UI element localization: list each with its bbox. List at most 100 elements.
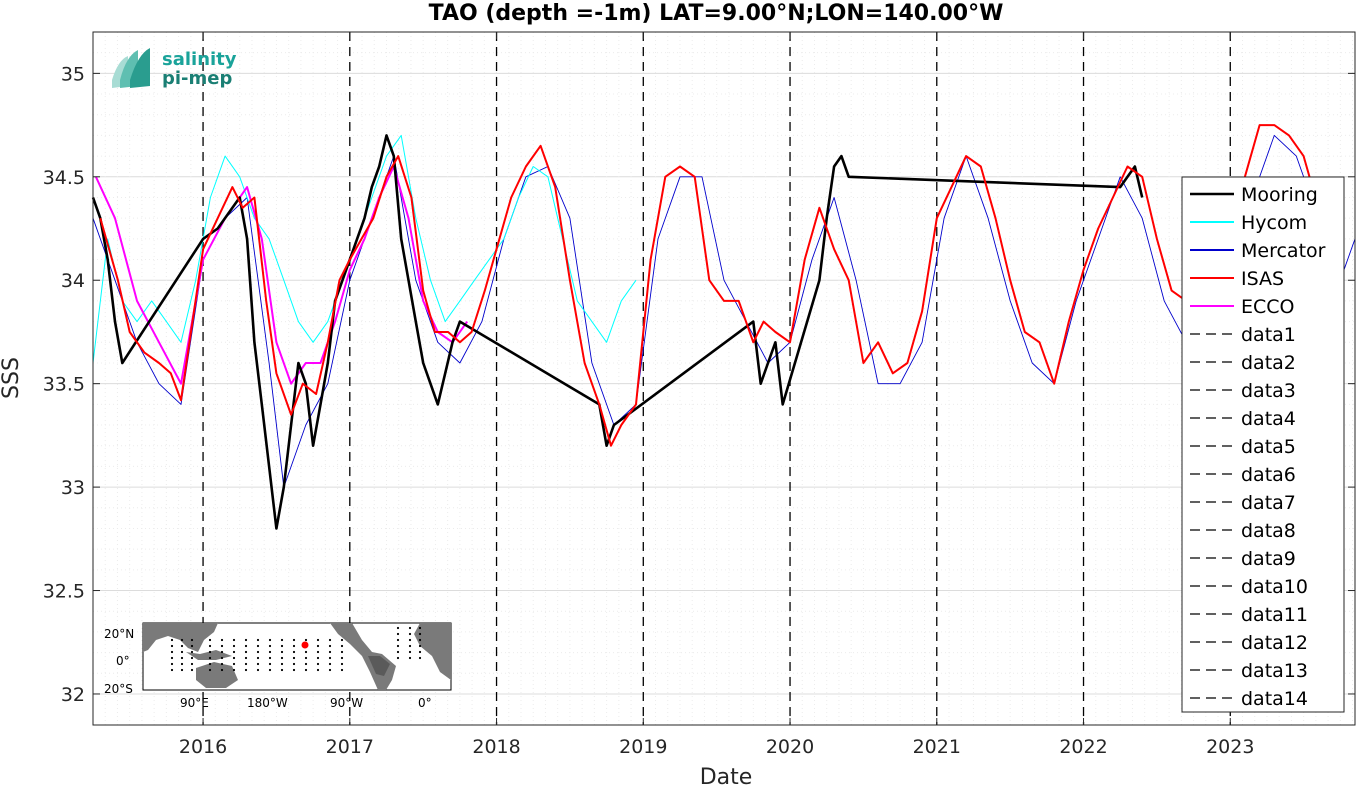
buoy-dot: [292, 668, 296, 672]
y-axis-title: SSS: [0, 357, 24, 399]
buoy-dot: [304, 662, 308, 666]
buoy-dot: [244, 668, 248, 672]
buoy-dot: [244, 644, 248, 648]
buoy-dot: [208, 668, 212, 672]
inset-map-land-asia: [143, 623, 218, 652]
buoy-dot: [180, 656, 184, 660]
buoy-dot: [316, 662, 320, 666]
buoy-dot: [268, 644, 272, 648]
map-lon-label: 90°W: [330, 696, 363, 710]
buoy-dot: [316, 656, 320, 660]
buoy-dot: [190, 644, 194, 648]
buoy-dot: [232, 656, 236, 660]
buoy-dot: [280, 656, 284, 660]
map-lat-label: 20°S: [104, 682, 133, 696]
logo-line2: pi-mep: [162, 68, 232, 89]
buoy-dot: [316, 644, 320, 648]
buoy-dot: [220, 662, 224, 666]
buoy-dot: [244, 656, 248, 660]
legend-label: data9: [1241, 548, 1296, 570]
station-marker: [301, 641, 309, 649]
buoy-dot: [244, 662, 248, 666]
buoy-dot: [268, 650, 272, 654]
legend-label: data7: [1241, 492, 1296, 514]
buoy-dot: [340, 644, 344, 648]
legend: Mooring Hycom Mercator ISAS ECCO data1 data2 da…: [1181, 176, 1345, 713]
legend-label: data14: [1241, 688, 1308, 710]
buoy-dot: [232, 662, 236, 666]
buoy-dot: [180, 650, 184, 654]
x-tick-label: 2016: [179, 736, 227, 758]
buoy-dot: [292, 656, 296, 660]
buoy-dot: [408, 650, 412, 654]
series: [91, 124, 1356, 530]
series-line-mercator: [92, 134, 1356, 488]
buoy-dot: [328, 656, 332, 660]
buoy-dot: [180, 644, 184, 648]
series-line-mooring: [91, 134, 1144, 530]
buoy-dot: [232, 668, 236, 672]
legend-label: Mercator: [1241, 240, 1326, 262]
buoy-dot: [418, 632, 422, 636]
y-tick-label: 32.5: [43, 581, 85, 603]
legend-box: [1181, 176, 1345, 713]
buoy-dot: [190, 662, 194, 666]
inset-map: 20°N 0° 20°S 90°E 180°W 90°W 0°: [104, 622, 452, 710]
buoy-dot: [408, 632, 412, 636]
buoy-dot: [418, 638, 422, 642]
buoy-dot: [280, 668, 284, 672]
logo-waves-icon: [112, 48, 150, 88]
buoy-dot: [208, 650, 212, 654]
buoy-dot: [280, 650, 284, 654]
buoy-dot: [170, 638, 174, 642]
buoy-dot: [170, 650, 174, 654]
buoy-dot: [170, 656, 174, 660]
buoy-dot: [328, 650, 332, 654]
buoy-dot: [340, 668, 344, 672]
buoy-dot: [280, 662, 284, 666]
buoy-array: [170, 626, 422, 672]
buoy-dot: [408, 638, 412, 642]
buoy-dot: [396, 644, 400, 648]
legend-label: data11: [1241, 604, 1308, 626]
buoy-dot: [396, 626, 400, 630]
buoy-dot: [328, 644, 332, 648]
y-tick-label: 33.5: [43, 374, 85, 396]
buoy-dot: [292, 644, 296, 648]
legend-label: Hycom: [1241, 212, 1307, 234]
legend-label: data12: [1241, 632, 1308, 654]
legend-label: data5: [1241, 436, 1296, 458]
buoy-dot: [340, 650, 344, 654]
x-tick-label: 2022: [1059, 736, 1107, 758]
buoy-dot: [418, 626, 422, 630]
buoy-dot: [340, 638, 344, 642]
inset-map-land-australia: [196, 662, 238, 688]
buoy-dot: [220, 656, 224, 660]
buoy-dot: [232, 650, 236, 654]
x-tick-label: 2021: [913, 736, 961, 758]
buoy-dot: [316, 650, 320, 654]
buoy-dot: [244, 638, 248, 642]
y-tick-label: 35: [61, 63, 85, 85]
buoy-dot: [170, 662, 174, 666]
y-tick-label: 33: [61, 477, 85, 499]
buoy-dot: [220, 644, 224, 648]
legend-label: ISAS: [1241, 268, 1284, 290]
buoy-dot: [256, 644, 260, 648]
buoy-dot: [408, 626, 412, 630]
legend-label: data3: [1241, 380, 1296, 402]
plot-frame: [92, 31, 1356, 726]
buoy-dot: [328, 662, 332, 666]
buoy-dot: [396, 650, 400, 654]
buoy-dot: [316, 638, 320, 642]
buoy-dot: [190, 656, 194, 660]
buoy-dot: [408, 656, 412, 660]
buoy-dot: [304, 650, 308, 654]
buoy-dot: [408, 644, 412, 648]
x-axis: 2016 2017 2018 2019 2020 2021 2022 2023: [179, 32, 1254, 758]
buoy-dot: [268, 638, 272, 642]
buoy-dot: [170, 668, 174, 672]
buoy-dot: [208, 638, 212, 642]
buoy-dot: [292, 662, 296, 666]
